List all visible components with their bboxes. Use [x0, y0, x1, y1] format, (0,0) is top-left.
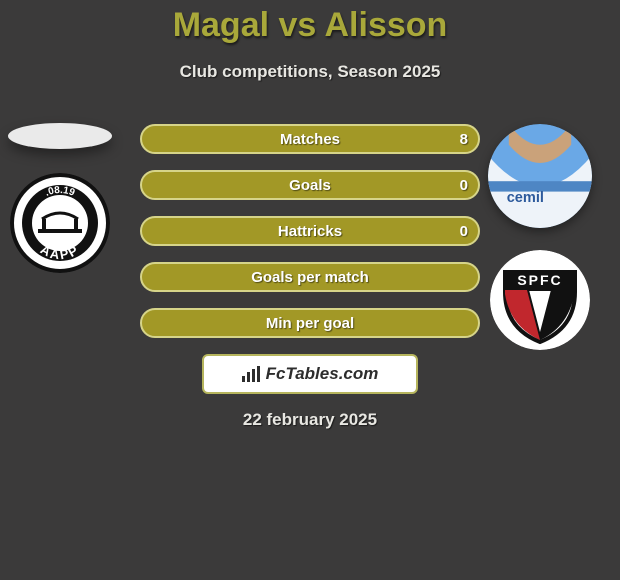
- stat-bars: Matches8 Goals0 Hattricks0 Goals per match M…: [140, 124, 480, 354]
- stat-bar-bg: [140, 262, 480, 292]
- page-subtitle: Club competitions, Season 2025: [0, 62, 620, 82]
- stat-row: Matches8: [140, 124, 480, 154]
- stat-bar-bg: [140, 170, 480, 200]
- bar-chart-icon: [242, 366, 262, 382]
- stat-bar-bg: [140, 308, 480, 338]
- stat-row: Hattricks0: [140, 216, 480, 246]
- club-left-crest-icon: .08.19 AAPP: [10, 173, 110, 273]
- stat-row: Goals0: [140, 170, 480, 200]
- player-left-avatar: [8, 123, 112, 149]
- stat-value-right: 0: [460, 216, 468, 246]
- club-right-badge: SPFC: [490, 250, 590, 350]
- stat-value-right: 8: [460, 124, 468, 154]
- stat-value-right: 0: [460, 170, 468, 200]
- comparison-card: Magal vs Alisson Club competitions, Seas…: [0, 0, 620, 580]
- brand-badge: FcTables.com: [202, 354, 418, 394]
- club-right-crest-icon: SPFC: [490, 250, 590, 350]
- date-text: 22 february 2025: [0, 410, 620, 430]
- stat-row: Min per goal: [140, 308, 480, 338]
- player-right-photo: cemil: [488, 124, 592, 228]
- brand-text: FcTables.com: [266, 364, 379, 384]
- svg-text:cemil: cemil: [507, 190, 544, 206]
- stat-bar-bg: [140, 124, 480, 154]
- page-title: Magal vs Alisson: [0, 6, 620, 45]
- player-right-avatar: cemil: [488, 124, 592, 228]
- stat-bar-bg: [140, 216, 480, 246]
- svg-text:SPFC: SPFC: [517, 272, 562, 288]
- stat-row: Goals per match: [140, 262, 480, 292]
- club-left-badge: .08.19 AAPP: [10, 173, 110, 273]
